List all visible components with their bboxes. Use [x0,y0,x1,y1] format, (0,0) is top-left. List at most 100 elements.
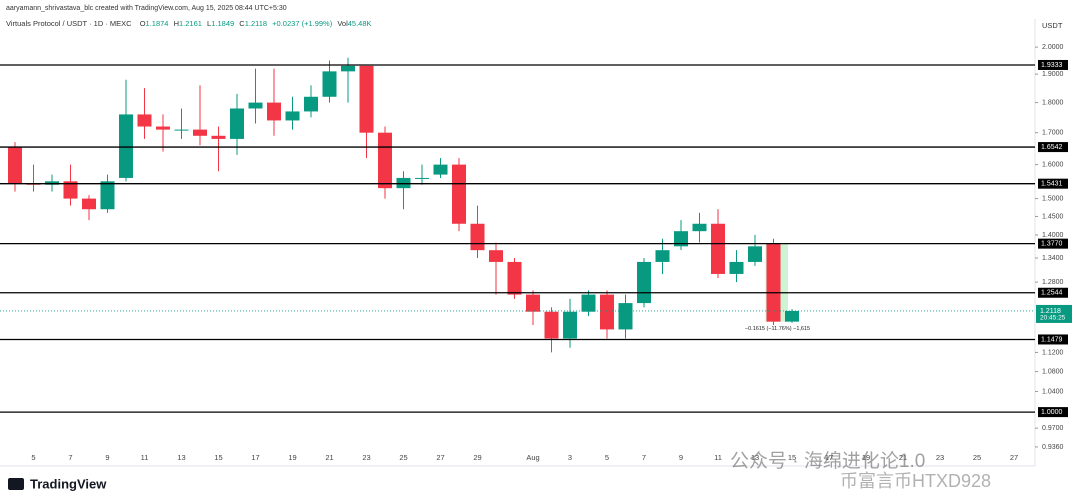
level-tag [1038,334,1068,345]
candle-body [82,198,96,210]
x-tick-label: 25 [973,453,981,462]
high-value: 1.2161 [179,19,202,28]
x-tick-label: 25 [399,453,407,462]
candle-body [359,65,374,133]
y-tick-label: 2.0000 [1042,44,1064,51]
x-tick-label: 19 [288,453,296,462]
candle-body [156,126,170,130]
candle-body [230,108,244,139]
volume: 45.48K [348,19,372,28]
x-tick-label: 13 [177,453,185,462]
level-tag [1038,238,1068,249]
last-price-label: 1.2118 [1040,308,1061,315]
x-tick-label: 17 [825,453,833,462]
level-tag [1038,142,1068,153]
candle-body [655,250,670,262]
y-unit: USDT [1042,21,1063,30]
y-tick-label: 1.1200 [1042,349,1064,356]
candle-body [785,310,799,322]
candle-body [600,294,614,330]
measure-label: −0.1615 (−11.76%) −1,615 [745,326,810,332]
logo-text: TradingView [30,476,107,491]
candle-body [452,164,466,224]
candle-body [415,177,429,179]
level-tag [1038,407,1068,418]
level-tag [1038,59,1068,70]
candle-body [341,65,355,72]
x-tick-label: 21 [325,453,333,462]
candle-body [729,261,744,274]
x-tick-label: 5 [605,453,609,462]
change: +0.0237 (+1.99%) [272,19,333,28]
candle-body [581,294,596,312]
candle-body [470,223,485,251]
x-tick-label: 5 [31,453,35,462]
x-tick-label: 7 [642,453,646,462]
x-tick-label: 23 [936,453,944,462]
y-tick-label: 1.5000 [1042,195,1064,202]
last-price-tag [1036,304,1072,323]
y-tick-label: 1.4000 [1042,232,1064,239]
candle-body [618,303,633,330]
x-tick-label: 15 [214,453,222,462]
symbol-legend: Virtuals Protocol / USDT · 1D · MEXC O1.… [6,19,372,28]
candle-body [766,243,781,322]
level-label: 1.0000 [1041,409,1063,416]
candle-body [674,231,688,247]
candle-body [248,102,263,109]
x-tick-label: 9 [105,453,109,462]
open-value: 1.1874 [146,19,169,28]
x-tick-label: 11 [714,453,722,462]
level-label: 1.9333 [1041,62,1063,69]
y-tick-label: 1.2800 [1042,279,1064,286]
x-tick-label: 11 [141,453,149,462]
candle-body [285,111,300,121]
candle-body [489,250,503,262]
level-label: 1.3770 [1041,240,1063,247]
level-label: 1.2544 [1041,290,1063,297]
candle-body [637,261,651,304]
y-tick-label: 1.3400 [1042,255,1064,262]
x-tick-label: 13 [751,453,759,462]
candle-body [322,71,337,97]
candle-body [507,261,522,295]
x-tick-label: Aug [526,453,539,462]
close-label: C [239,19,245,28]
volume-label: Vol [337,19,348,28]
high-label: H [174,19,179,28]
level-label: 1.1479 [1041,336,1063,343]
candle-body [174,129,189,131]
level-label: 1.6542 [1041,144,1063,151]
candle-body [544,311,559,339]
x-tick-label: 27 [436,453,444,462]
y-tick-label: 0.9360 [1042,444,1064,451]
x-tick-label: 19 [862,453,870,462]
close-value: 1.2118 [245,19,267,28]
level-tag [1038,287,1068,298]
countdown: 20:45:25 [1040,315,1066,322]
attribution: aaryamann_shrivastava_blc created with T… [6,5,287,12]
x-tick-label: 17 [251,453,259,462]
candle-body [692,223,707,232]
level-tag [1038,178,1068,189]
candle-body [63,181,78,199]
candle-body [267,102,281,121]
x-tick-label: 21 [899,453,907,462]
symbol: Virtuals Protocol / USDT · 1D · MEXC [6,19,132,28]
candle-body [433,164,448,175]
x-tick-label: 29 [473,453,481,462]
candle-body [119,114,133,178]
candle-body [304,96,318,112]
y-tick-label: 1.0800 [1042,368,1064,375]
footer-logo: TradingView [8,476,107,491]
watermark: 公众号 · 海绵进化论1.0 [730,450,925,472]
watermark: 币富言币HTXD928 [840,471,991,491]
candle-body [211,135,226,139]
y-tick-label: 1.7000 [1042,130,1064,137]
candle-body [137,114,152,127]
candle-body [100,181,115,210]
x-tick-label: 27 [1010,453,1018,462]
